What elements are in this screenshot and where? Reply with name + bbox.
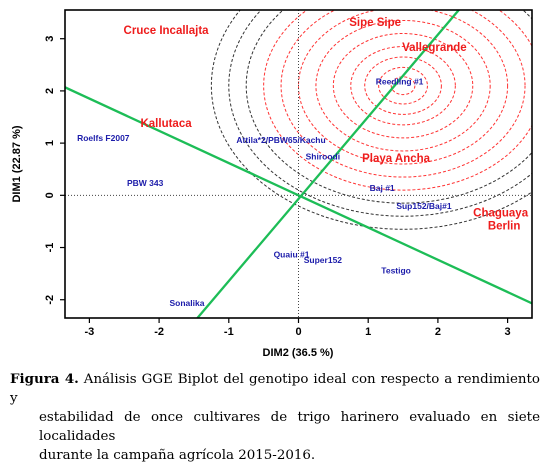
x-tick-label: 0 <box>295 326 301 338</box>
figure-caption: Figura 4. Análisis GGE Biplot del genoti… <box>10 370 540 465</box>
ideal-circle <box>245 10 532 204</box>
ideal-circle <box>332 32 474 139</box>
y-tick-label: 2 <box>44 88 56 94</box>
x-tick-label: -1 <box>224 326 234 338</box>
y-tick-label: -2 <box>44 295 56 305</box>
biplot-axis-line-1 <box>65 86 532 305</box>
x-tick-label: -3 <box>85 326 95 338</box>
genotype-label: Quaiu #1 <box>274 250 310 260</box>
y-axis-label: DIM1 (22.87 %) <box>11 125 23 202</box>
reference-lines <box>65 10 532 318</box>
ideal-circle <box>315 19 491 152</box>
environment-labels: Cruce Incallajta Sipe Sipe Vallegrande Kall… <box>124 17 529 233</box>
x-tick-label: -2 <box>154 326 164 338</box>
ideal-circles <box>210 10 532 230</box>
genotype-label: Attila*2/PBW65/Kachu <box>236 135 325 145</box>
biplot-axis-line-2 <box>196 10 460 318</box>
y-axis-ticks: -2 -1 0 1 2 3 <box>44 36 65 305</box>
environment-label: Kallutaca <box>140 118 192 130</box>
environment-label: Playa Ancha <box>362 153 431 165</box>
genotype-label: Sup152/Baj#1 <box>396 201 452 211</box>
genotype-label: Super152 <box>304 255 343 265</box>
genotype-label: Roelfs F2007 <box>77 133 130 143</box>
genotype-label: Reedling #1 <box>376 76 424 86</box>
environment-label: Berlin <box>488 221 521 233</box>
x-axis-label: DIM2 (36.5 %) <box>263 347 334 359</box>
genotype-label: PBW 343 <box>127 178 164 188</box>
ideal-circle <box>364 56 442 115</box>
genotype-label: Testigo <box>381 265 411 275</box>
x-axis-ticks: -3 -2 -1 0 1 2 3 <box>85 318 511 338</box>
y-tick-label: -1 <box>44 243 56 253</box>
genotype-label: Shiroodi <box>306 151 340 161</box>
environment-label: Sipe Sipe <box>349 17 401 29</box>
y-tick-label: 0 <box>44 192 56 198</box>
ideal-circle <box>263 10 532 191</box>
genotype-label: Baj #1 <box>370 183 395 193</box>
y-tick-label: 3 <box>44 36 56 42</box>
caption-figure-label: Figura 4. <box>10 371 79 387</box>
genotype-label: Sonalika <box>169 298 204 308</box>
caption-line-1: Análisis GGE Biplot del genotipo ideal c… <box>10 372 540 406</box>
ideal-circle <box>280 10 526 178</box>
environment-label: Chaguaya <box>473 208 529 220</box>
environment-label: Vallegrande <box>402 42 467 54</box>
x-tick-label: 1 <box>365 326 371 338</box>
x-tick-label: 3 <box>505 326 511 338</box>
y-tick-label: 1 <box>44 140 56 146</box>
ideal-circle <box>378 66 428 105</box>
environment-label: Cruce Incallajta <box>124 25 210 37</box>
caption-line-2: estabilidad de once cultivares de trigo … <box>39 410 540 444</box>
ideal-circle <box>390 76 416 96</box>
caption-line-3: durante la campaña agrícola 2015-2016. <box>39 448 316 463</box>
ideal-circle <box>228 10 532 217</box>
genotype-labels: Reedling #1 Roelfs F2007 Attila*2/PBW65/Ka… <box>77 76 452 308</box>
axis-lines <box>65 10 532 318</box>
ideal-circle <box>298 10 509 165</box>
ideal-circle <box>350 46 456 126</box>
x-tick-label: 2 <box>435 326 441 338</box>
gge-biplot-chart: Cruce Incallajta Sipe Sipe Vallegrande Kall… <box>11 9 533 359</box>
